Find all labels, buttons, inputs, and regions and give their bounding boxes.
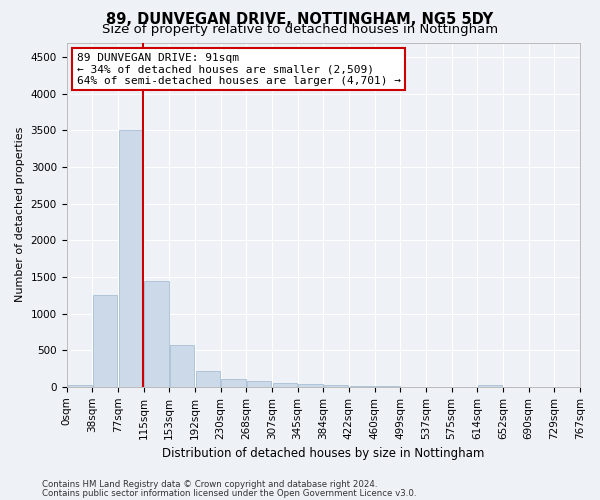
Bar	[272, 383, 297, 387]
Text: Size of property relative to detached houses in Nottingham: Size of property relative to detached ho…	[102, 22, 498, 36]
Bar	[221, 379, 245, 387]
Text: 89, DUNVEGAN DRIVE, NOTTINGHAM, NG5 5DY: 89, DUNVEGAN DRIVE, NOTTINGHAM, NG5 5DY	[106, 12, 494, 28]
Y-axis label: Number of detached properties: Number of detached properties	[15, 127, 25, 302]
Text: Contains public sector information licensed under the Open Government Licence v3: Contains public sector information licen…	[42, 488, 416, 498]
Bar	[478, 384, 502, 387]
Bar	[247, 382, 271, 387]
Bar	[93, 295, 117, 387]
Bar	[119, 130, 143, 387]
Bar	[324, 385, 348, 387]
Bar	[196, 370, 220, 387]
Bar	[298, 384, 323, 387]
Text: Contains HM Land Registry data © Crown copyright and database right 2024.: Contains HM Land Registry data © Crown c…	[42, 480, 377, 489]
Bar	[350, 386, 374, 387]
Text: 89 DUNVEGAN DRIVE: 91sqm
← 34% of detached houses are smaller (2,509)
64% of sem: 89 DUNVEGAN DRIVE: 91sqm ← 34% of detach…	[77, 53, 401, 86]
X-axis label: Distribution of detached houses by size in Nottingham: Distribution of detached houses by size …	[162, 447, 484, 460]
Bar	[144, 280, 169, 387]
Bar	[67, 385, 92, 387]
Bar	[170, 345, 194, 387]
